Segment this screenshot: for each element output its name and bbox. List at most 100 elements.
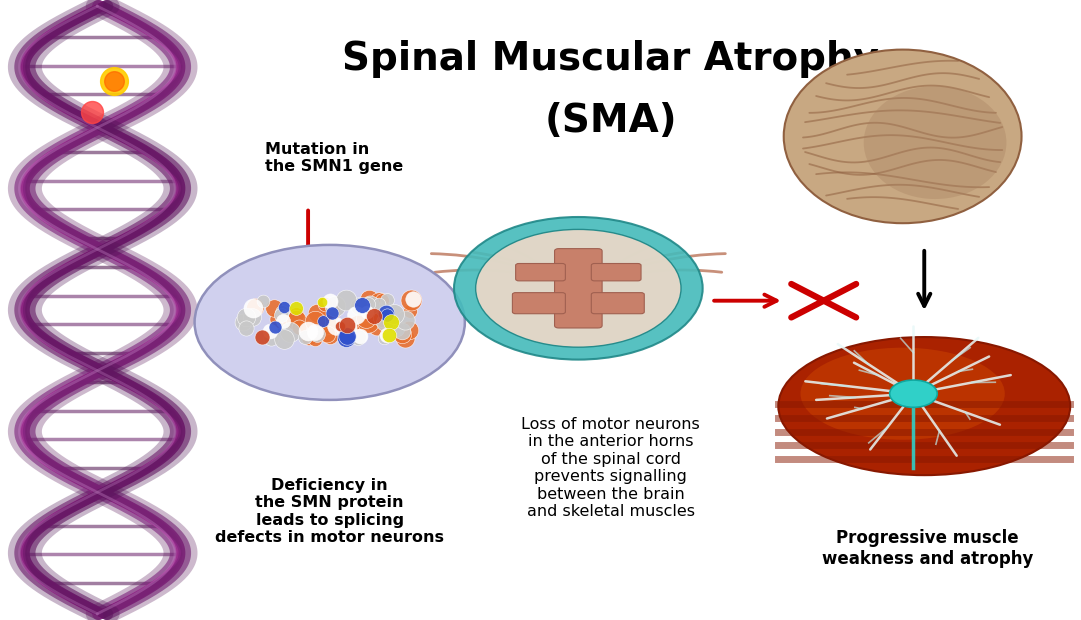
Point	[373, 304, 390, 314]
Point	[404, 294, 422, 304]
Point	[369, 321, 386, 331]
Point	[83, 107, 101, 117]
Point	[396, 316, 413, 326]
Point	[321, 332, 338, 342]
Ellipse shape	[800, 348, 1005, 440]
Ellipse shape	[864, 86, 1006, 199]
Point	[288, 303, 305, 313]
Point	[262, 327, 279, 337]
Point	[299, 326, 317, 336]
Point	[350, 301, 368, 311]
Point	[254, 332, 271, 342]
Point	[331, 321, 348, 330]
Point	[263, 333, 280, 343]
Point	[360, 317, 377, 327]
FancyBboxPatch shape	[591, 264, 641, 281]
Point	[358, 312, 375, 322]
Point	[371, 299, 388, 309]
Point	[288, 315, 305, 325]
Point	[317, 299, 334, 309]
Point	[338, 330, 356, 340]
Point	[243, 312, 261, 322]
Point	[105, 76, 122, 86]
Point	[373, 312, 390, 322]
Point	[272, 311, 290, 321]
Point	[403, 295, 421, 305]
Circle shape	[890, 380, 937, 407]
Point	[235, 317, 252, 327]
Point	[338, 321, 356, 330]
Text: (SMA): (SMA)	[545, 102, 677, 140]
Point	[306, 316, 323, 326]
Point	[105, 76, 122, 86]
Point	[282, 316, 299, 326]
Point	[397, 334, 414, 343]
Point	[374, 295, 391, 305]
Text: Mutation in
the SMN1 gene: Mutation in the SMN1 gene	[265, 142, 403, 174]
FancyBboxPatch shape	[516, 264, 565, 281]
Point	[290, 322, 307, 332]
Point	[349, 319, 366, 329]
Point	[321, 296, 338, 306]
Point	[308, 308, 325, 318]
Point	[382, 317, 399, 327]
Point	[351, 332, 369, 342]
Point	[246, 302, 264, 312]
Point	[377, 308, 395, 318]
Point	[266, 322, 283, 332]
Point	[360, 299, 377, 309]
Point	[254, 296, 271, 306]
Ellipse shape	[784, 50, 1022, 223]
Point	[365, 311, 383, 321]
Point	[276, 301, 293, 311]
Point	[306, 334, 323, 344]
Point	[401, 306, 418, 316]
Point	[315, 316, 332, 326]
Point	[273, 307, 291, 317]
Point	[381, 330, 398, 340]
Point	[337, 333, 355, 343]
Ellipse shape	[778, 337, 1070, 475]
Point	[238, 312, 255, 322]
Circle shape	[454, 217, 703, 360]
Point	[393, 326, 411, 335]
Point	[307, 327, 324, 337]
Point	[269, 314, 286, 324]
Text: Deficiency in
the SMN protein
leads to splicing
defects in motor neurons: Deficiency in the SMN protein leads to s…	[215, 478, 444, 545]
Point	[308, 329, 325, 339]
Text: Spinal Muscular Atrophy: Spinal Muscular Atrophy	[343, 40, 879, 78]
Point	[244, 303, 262, 313]
Text: Loss of motor neurons
in the anterior horns
of the spinal cord
prevents signalli: Loss of motor neurons in the anterior ho…	[521, 417, 700, 519]
FancyBboxPatch shape	[591, 293, 644, 314]
Point	[386, 309, 403, 319]
Point	[392, 326, 410, 336]
Point	[339, 322, 357, 332]
Point	[400, 325, 417, 335]
Point	[378, 310, 396, 320]
Point	[365, 306, 383, 316]
Circle shape	[476, 229, 681, 347]
Point	[321, 306, 338, 316]
Point	[361, 300, 378, 310]
Point	[349, 332, 366, 342]
Point	[358, 307, 375, 317]
Point	[301, 332, 318, 342]
Text: Progressive muscle
weakness and atrophy: Progressive muscle weakness and atrophy	[822, 529, 1033, 568]
Point	[360, 293, 377, 303]
Point	[337, 295, 355, 305]
Point	[319, 329, 336, 339]
Point	[375, 332, 392, 342]
Point	[275, 316, 292, 326]
Point	[392, 329, 410, 339]
Point	[378, 330, 396, 340]
Point	[265, 303, 282, 313]
Point	[328, 321, 345, 331]
Point	[370, 298, 387, 308]
Point	[378, 295, 396, 305]
Point	[353, 300, 371, 310]
FancyBboxPatch shape	[555, 249, 602, 328]
Point	[323, 308, 341, 318]
Point	[387, 323, 404, 333]
Point	[281, 327, 298, 337]
Point	[276, 334, 293, 344]
